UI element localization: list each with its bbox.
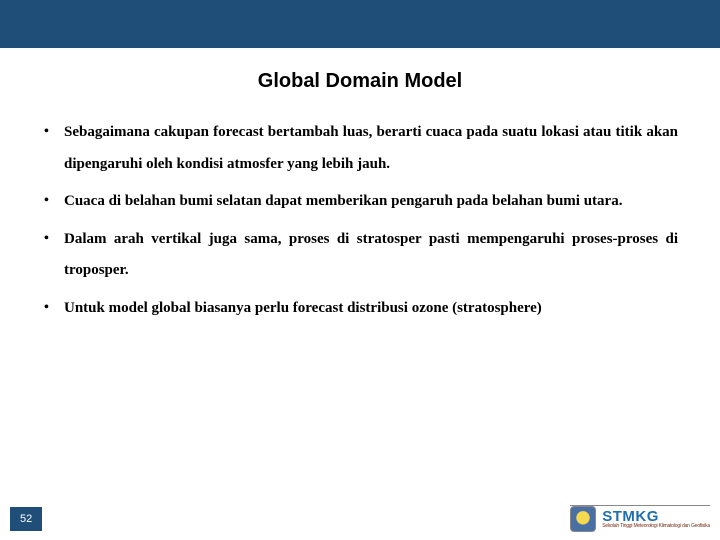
logo-text-wrap: STMKG Sekolah Tinggi Meteorologi Klimato… [602,509,710,529]
logo-badge-icon [570,506,596,532]
page-number: 52 [10,507,42,531]
logo-subtext: Sekolah Tinggi Meteorologi Klimatologi d… [602,524,710,529]
bullet-item: Untuk model global biasanya perlu foreca… [42,293,678,325]
content-area: Sebagaimana cakupan forecast bertambah l… [0,93,720,324]
bullet-item: Cuaca di belahan bumi selatan dapat memb… [42,186,678,218]
logo-area: STMKG Sekolah Tinggi Meteorologi Klimato… [570,506,710,532]
bullet-item: Sebagaimana cakupan forecast bertambah l… [42,117,678,180]
header-bar [0,0,720,48]
bullet-list: Sebagaimana cakupan forecast bertambah l… [42,117,678,324]
footer: 52 STMKG Sekolah Tinggi Meteorologi Klim… [0,502,720,540]
slide-title: Global Domain Model [0,70,720,93]
logo-text: STMKG [602,509,710,524]
bullet-item: Dalam arah vertikal juga sama, proses di… [42,224,678,287]
